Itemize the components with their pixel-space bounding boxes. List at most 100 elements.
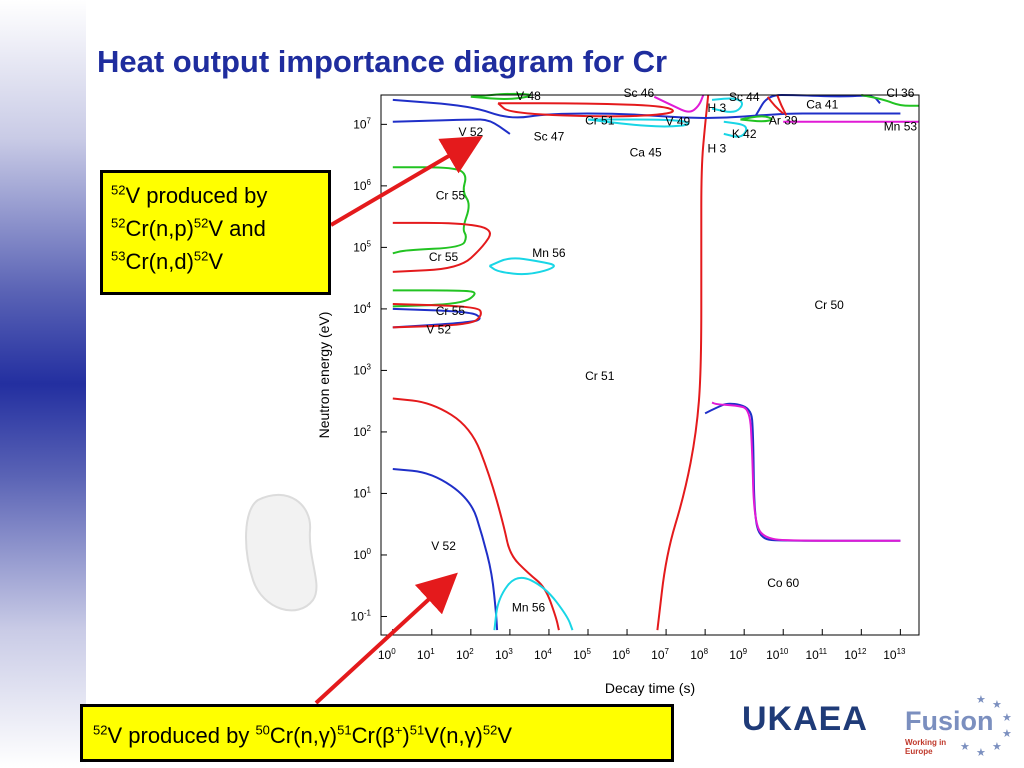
region-boundary-magenta [711,401,901,542]
callout-line: 52V produced by [111,179,320,212]
svg-text:★: ★ [976,746,986,759]
region-label: V 48 [516,89,541,103]
region-label: Sc 47 [534,129,565,143]
callout-text: ) [402,723,410,748]
x-tick-label: 1011 [805,647,827,662]
region-label: Cr 51 [585,369,615,383]
y-tick-label: 103 [353,362,371,377]
svg-text:★: ★ [960,740,970,753]
x-tick-label: 103 [495,647,513,662]
region-label: Cr 55 [436,304,466,318]
region-label: Cl 36 [886,86,914,100]
y-tick-label: 102 [353,424,371,439]
sidebar-gradient [0,0,86,768]
x-tick-label: 1013 [883,647,906,662]
region-label: H 3 [708,101,727,115]
svg-text:★: ★ [992,698,1002,711]
region-boundary-cyan [723,120,748,138]
arrow-to-fast-v52 [329,135,483,227]
fusion-logo-subtitle: Working in Europe [905,738,947,756]
y-tick-label: 106 [353,178,371,193]
region-boundary-magenta [653,94,705,113]
region-label: Cr 50 [814,298,844,312]
region-label: V 52 [426,322,451,336]
callout-superscript: 52 [111,215,126,231]
callout-superscript: 52 [193,215,209,231]
region-boundary-red [392,221,491,273]
chart-region-labels: V 48 Sc 46 Sc 44 Ca 41 Cl 36 H 3 Cr 51 V 49 Ar 3… [426,86,917,615]
callout-superscript: + [394,722,403,738]
region-label: Sc 46 [623,86,654,100]
callout-text: V produced by [107,723,256,748]
region-boundary-cyan [488,257,555,276]
callout-text: V(n,γ) [424,723,483,748]
svg-text:★: ★ [992,740,1002,753]
chart-boundaries [392,92,919,631]
ukaea-logo: UKAEA [742,700,868,738]
callout-text: Cr(n,γ) [269,723,338,748]
y-tick-label: 10-1 [351,608,372,623]
callout-text: V and [208,216,266,241]
callout-text: V [208,249,224,274]
region-boundary-red [776,94,788,116]
fusion-logo: Fusion [905,706,994,736]
x-tick-label: 109 [729,647,747,662]
region-label: K 42 [732,127,757,141]
svg-text:★: ★ [976,693,986,706]
region-boundary-blue [392,118,511,135]
callout-superscript: 52 [111,182,126,198]
callout-superscript: 52 [93,722,108,738]
callout-superscript: 50 [255,722,270,738]
callout-superscript: 52 [193,248,209,264]
region-label: Ca 45 [630,146,662,160]
region-label: Cr 55 [436,189,466,203]
y-axis-label: Neutron energy (eV) [316,312,332,439]
region-label: Mn 56 [532,246,566,260]
x-tick-label: 108 [690,647,708,662]
callout-top: 52V produced by 52Cr(n,p)52V and 53Cr(n,d)… [100,170,331,295]
region-label: Sc 44 [729,90,760,104]
svg-text:★: ★ [1002,727,1012,740]
callout-text: Cr(n,d) [125,249,194,274]
chart-axes: 100 101 102 103 104 105 106 107 108 109 1010 1011 10… [316,94,920,696]
x-tick-label: 104 [534,647,552,662]
callout-line: 52Cr(n,p)52V and [111,212,320,245]
region-boundary-red [766,96,784,115]
region-boundary-blue [392,307,481,329]
region-label: H 3 [708,141,727,155]
x-tick-label: 101 [417,647,435,662]
region-boundary-green [861,94,919,107]
region-boundary-cyan [493,576,574,631]
region-boundary-green [392,289,476,308]
region-label: Cr 55 [429,250,459,264]
eu-stars-icon: ★ ★★ ★★★ ★ [960,693,1012,759]
region-boundary-blue [392,468,499,631]
region-label: Cr 51 [585,113,615,127]
y-tick-label: 105 [353,239,371,254]
x-tick-label: 102 [456,647,474,662]
region-boundary-cyan [587,118,690,128]
x-tick-label: 107 [651,647,669,662]
region-label: V 52 [431,539,456,553]
region-boundary-green [740,115,773,123]
callout-superscript: 53 [111,248,126,264]
region-boundary-red [392,303,482,329]
callout-superscript: 52 [482,722,498,738]
x-tick-label: 100 [378,647,396,662]
arrow-to-thermal-v52 [314,572,458,705]
x-axis-label: Decay time (s) [605,680,695,696]
callout-superscript: 51 [409,722,425,738]
x-tick-label: 105 [573,647,591,662]
y-tick-label: 107 [353,116,371,131]
y-tick-label: 104 [353,301,371,316]
callout-text: V produced by [125,183,268,208]
callout-bottom: 52V produced by 50Cr(n,γ)51Cr(β+)51V(n,γ… [80,704,674,762]
region-label: V 52 [459,125,484,139]
y-tick-label: 101 [353,485,371,500]
x-tick-label: 1010 [766,647,789,662]
region-label: Mn 56 [512,601,546,615]
region-boundary-green [470,92,532,100]
y-tick-label: 100 [353,547,371,562]
region-boundary-red [656,94,710,631]
region-boundary-blue [704,402,901,542]
